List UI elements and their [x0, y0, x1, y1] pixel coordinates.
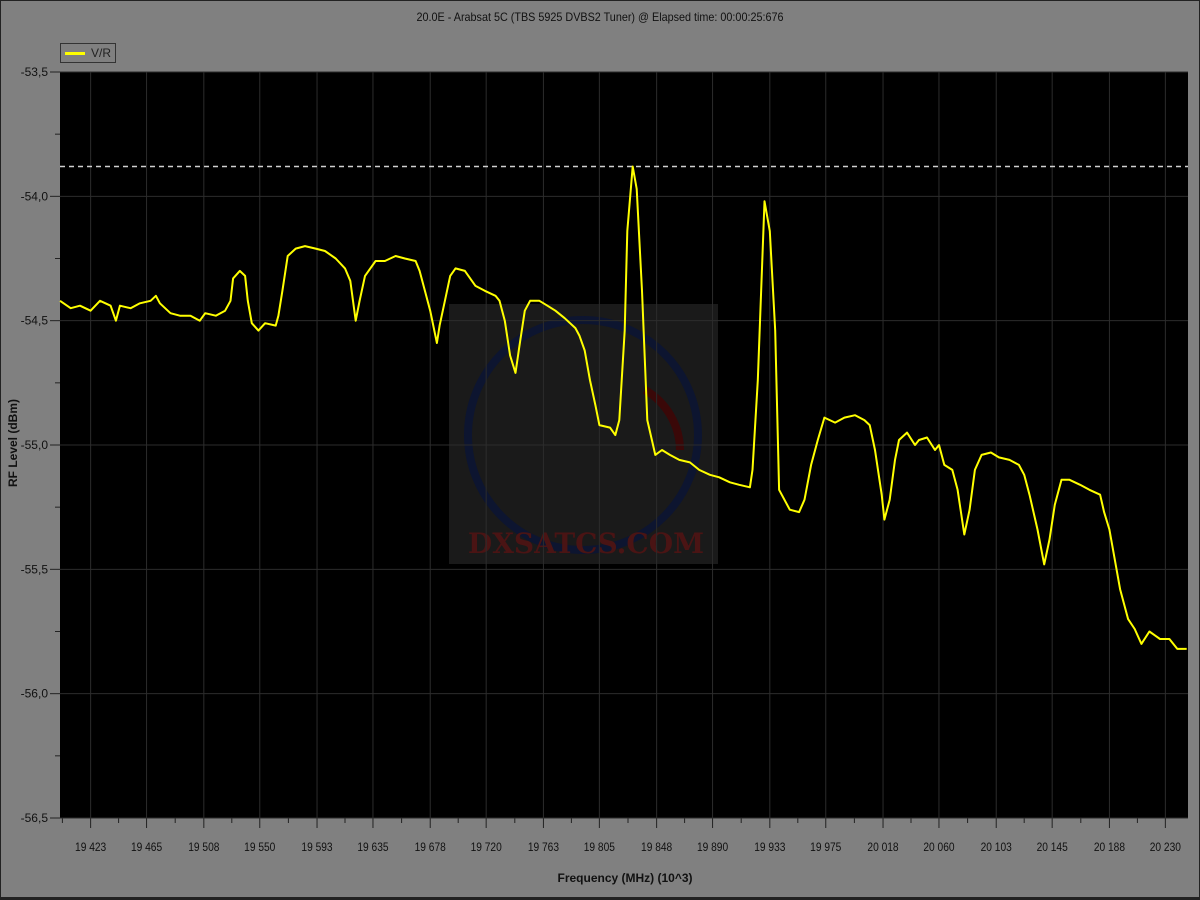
- watermark-ring: [464, 316, 702, 554]
- x-tick-label: 20 018: [867, 841, 898, 854]
- x-tick-label: 20 188: [1094, 841, 1125, 854]
- x-tick-label: 19 890: [697, 841, 728, 854]
- y-tick-label: -55,0: [21, 438, 49, 452]
- y-tick-label: -56,5: [21, 811, 49, 825]
- x-tick-label: 20 060: [923, 841, 954, 854]
- x-tick-label: 19 508: [188, 841, 219, 854]
- x-tick-label: 19 423: [75, 841, 106, 854]
- x-tick-label: 19 550: [244, 841, 275, 854]
- y-tick-label: -54,0: [21, 189, 49, 203]
- legend-label: V/R: [91, 46, 112, 60]
- x-tick-label: 19 805: [584, 841, 615, 854]
- x-tick-label: 19 848: [641, 841, 672, 854]
- x-tick-label: 20 103: [981, 841, 1012, 854]
- x-tick-label: 19 465: [131, 841, 162, 854]
- x-tick-label: 19 593: [301, 841, 332, 854]
- x-tick-label: 19 975: [810, 841, 841, 854]
- legend-swatch: [65, 51, 85, 55]
- x-tick-label: 19 763: [528, 841, 559, 854]
- y-tick-label: -56,0: [21, 687, 49, 701]
- watermark-logo: DXSATCS.COM: [449, 304, 718, 564]
- x-axis-label: Frequency (MHz) (10^3): [557, 871, 693, 885]
- x-tick-label: 19 678: [415, 841, 446, 854]
- x-tick-label: 19 635: [357, 841, 388, 854]
- chart-title: 20.0E - Arabsat 5C (TBS 5925 DVBS2 Tuner…: [416, 10, 784, 24]
- legend: V/R: [60, 43, 117, 63]
- y-tick-label: -55,5: [21, 562, 49, 576]
- x-tick-label: 19 720: [471, 841, 502, 854]
- y-tick-label: -53,5: [21, 65, 49, 79]
- watermark-text: DXSATCS.COM: [468, 527, 704, 560]
- series-line-v-r: [59, 165, 1187, 650]
- x-tick-label: 19 933: [754, 841, 785, 854]
- x-tick-label: 20 230: [1150, 841, 1181, 854]
- watermark-arc: [642, 386, 684, 451]
- y-tick-label: -54,5: [21, 314, 49, 328]
- x-tick-label: 20 145: [1037, 841, 1068, 854]
